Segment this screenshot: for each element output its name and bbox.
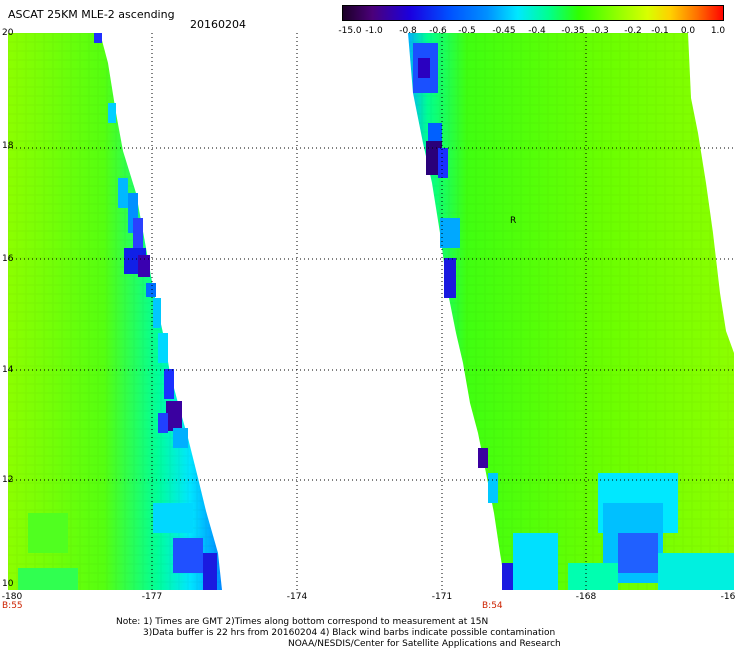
colorbar-tick: 1.0 [710, 26, 726, 36]
lon-label: -16 [720, 592, 736, 602]
footer-credit: NOAA/NESDIS/Center for Satellite Applica… [288, 639, 561, 649]
lon-label: -168 [575, 592, 597, 602]
colorbar-tick: -0.2 [624, 26, 642, 36]
lon-label: -174 [286, 592, 308, 602]
colorbar-tick: -0.5 [458, 26, 476, 36]
colorbar [342, 5, 724, 21]
colorbar-tick: -15.0 [338, 26, 362, 36]
footer-note-2: 3)Data buffer is 22 hrs from 20160204 4)… [143, 628, 556, 638]
map-date: 20160204 [190, 18, 246, 31]
colorbar-tick: -0.35 [561, 26, 585, 36]
lat-label: 14 [2, 365, 14, 375]
time-label: B:55 [2, 601, 23, 611]
map-title: ASCAT 25KM MLE-2 ascending [8, 8, 175, 21]
graticule [8, 33, 734, 590]
colorbar-tick: -0.6 [429, 26, 447, 36]
lat-label: 18 [2, 141, 14, 151]
colorbar-tick: -0.8 [399, 26, 417, 36]
colorbar-tick: -0.45 [492, 26, 516, 36]
lon-label: -180 [1, 592, 23, 602]
lat-label: 10 [2, 579, 14, 589]
lat-label: 12 [2, 475, 14, 485]
footer-note-1: Note: 1) Times are GMT 2)Times along bot… [116, 617, 489, 627]
time-label: B:54 [482, 601, 503, 611]
lat-label: 20 [2, 28, 14, 38]
map-marker: R [510, 216, 516, 226]
lat-label: 16 [2, 254, 14, 264]
colorbar-tick: 0.0 [680, 26, 696, 36]
colorbar-tick: -0.3 [591, 26, 609, 36]
wind-map: R [8, 33, 734, 590]
colorbar-ticks: -15.0 -1.0 -0.8 -0.6 -0.5 -0.45 -0.4 -0.… [330, 26, 740, 38]
colorbar-tick: -0.1 [651, 26, 669, 36]
colorbar-tick: -1.0 [365, 26, 383, 36]
lon-label: -177 [141, 592, 163, 602]
lon-label: -171 [431, 592, 453, 602]
colorbar-tick: -0.4 [528, 26, 546, 36]
